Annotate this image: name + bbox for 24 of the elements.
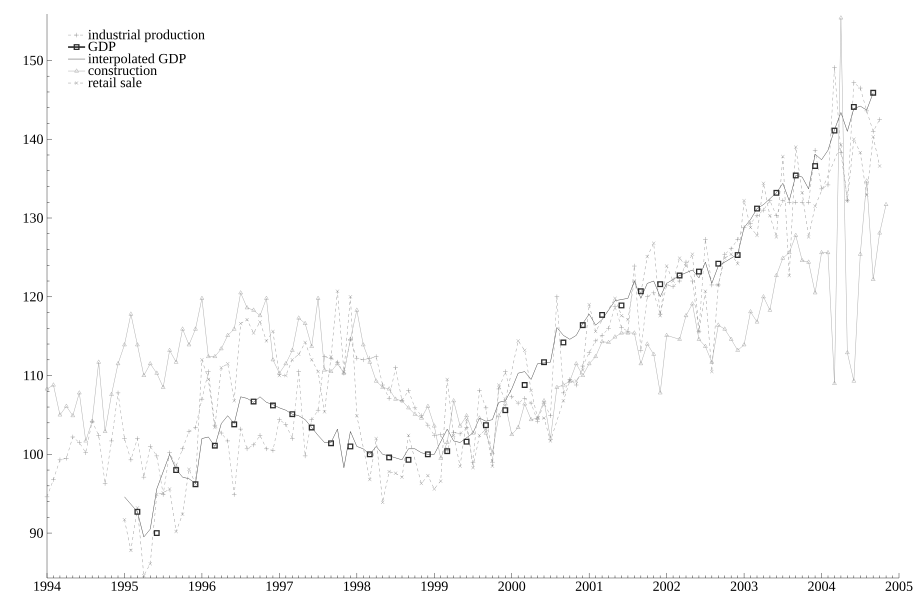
x-tick-label: 1999 (422, 582, 448, 591)
y-tick-label: 130 (24, 213, 43, 223)
x-tick-label: 1994 (34, 582, 61, 591)
x-tick-label: 2001 (576, 582, 602, 591)
x-tick-label: 2005 (886, 582, 912, 591)
y-tick-label: 90 (30, 528, 43, 538)
x-tick-label: 2003 (730, 582, 758, 591)
x-tick-label: 1998 (344, 582, 370, 591)
y-tick-label: 150 (24, 56, 43, 66)
x-tick-label: 2004 (808, 582, 836, 591)
legend-label: interpolated GDP (88, 53, 186, 66)
legend-label: GDP (88, 42, 116, 52)
y-tick-label: 100 (24, 450, 43, 460)
y-tick-label: 140 (24, 134, 43, 144)
x-tick-label: 1995 (112, 582, 138, 591)
legend-label: construction (88, 66, 157, 76)
y-tick-label: 110 (24, 370, 43, 380)
x-tick-label: 1996 (189, 582, 216, 591)
legend-label: retail sale (88, 77, 142, 88)
x-tick-label: 2002 (653, 582, 680, 591)
legend-label: industrial production (88, 29, 205, 42)
x-tick-label: 1997 (266, 582, 293, 591)
y-tick-label: 120 (24, 292, 43, 302)
x-tick-label: 2000 (498, 582, 526, 591)
